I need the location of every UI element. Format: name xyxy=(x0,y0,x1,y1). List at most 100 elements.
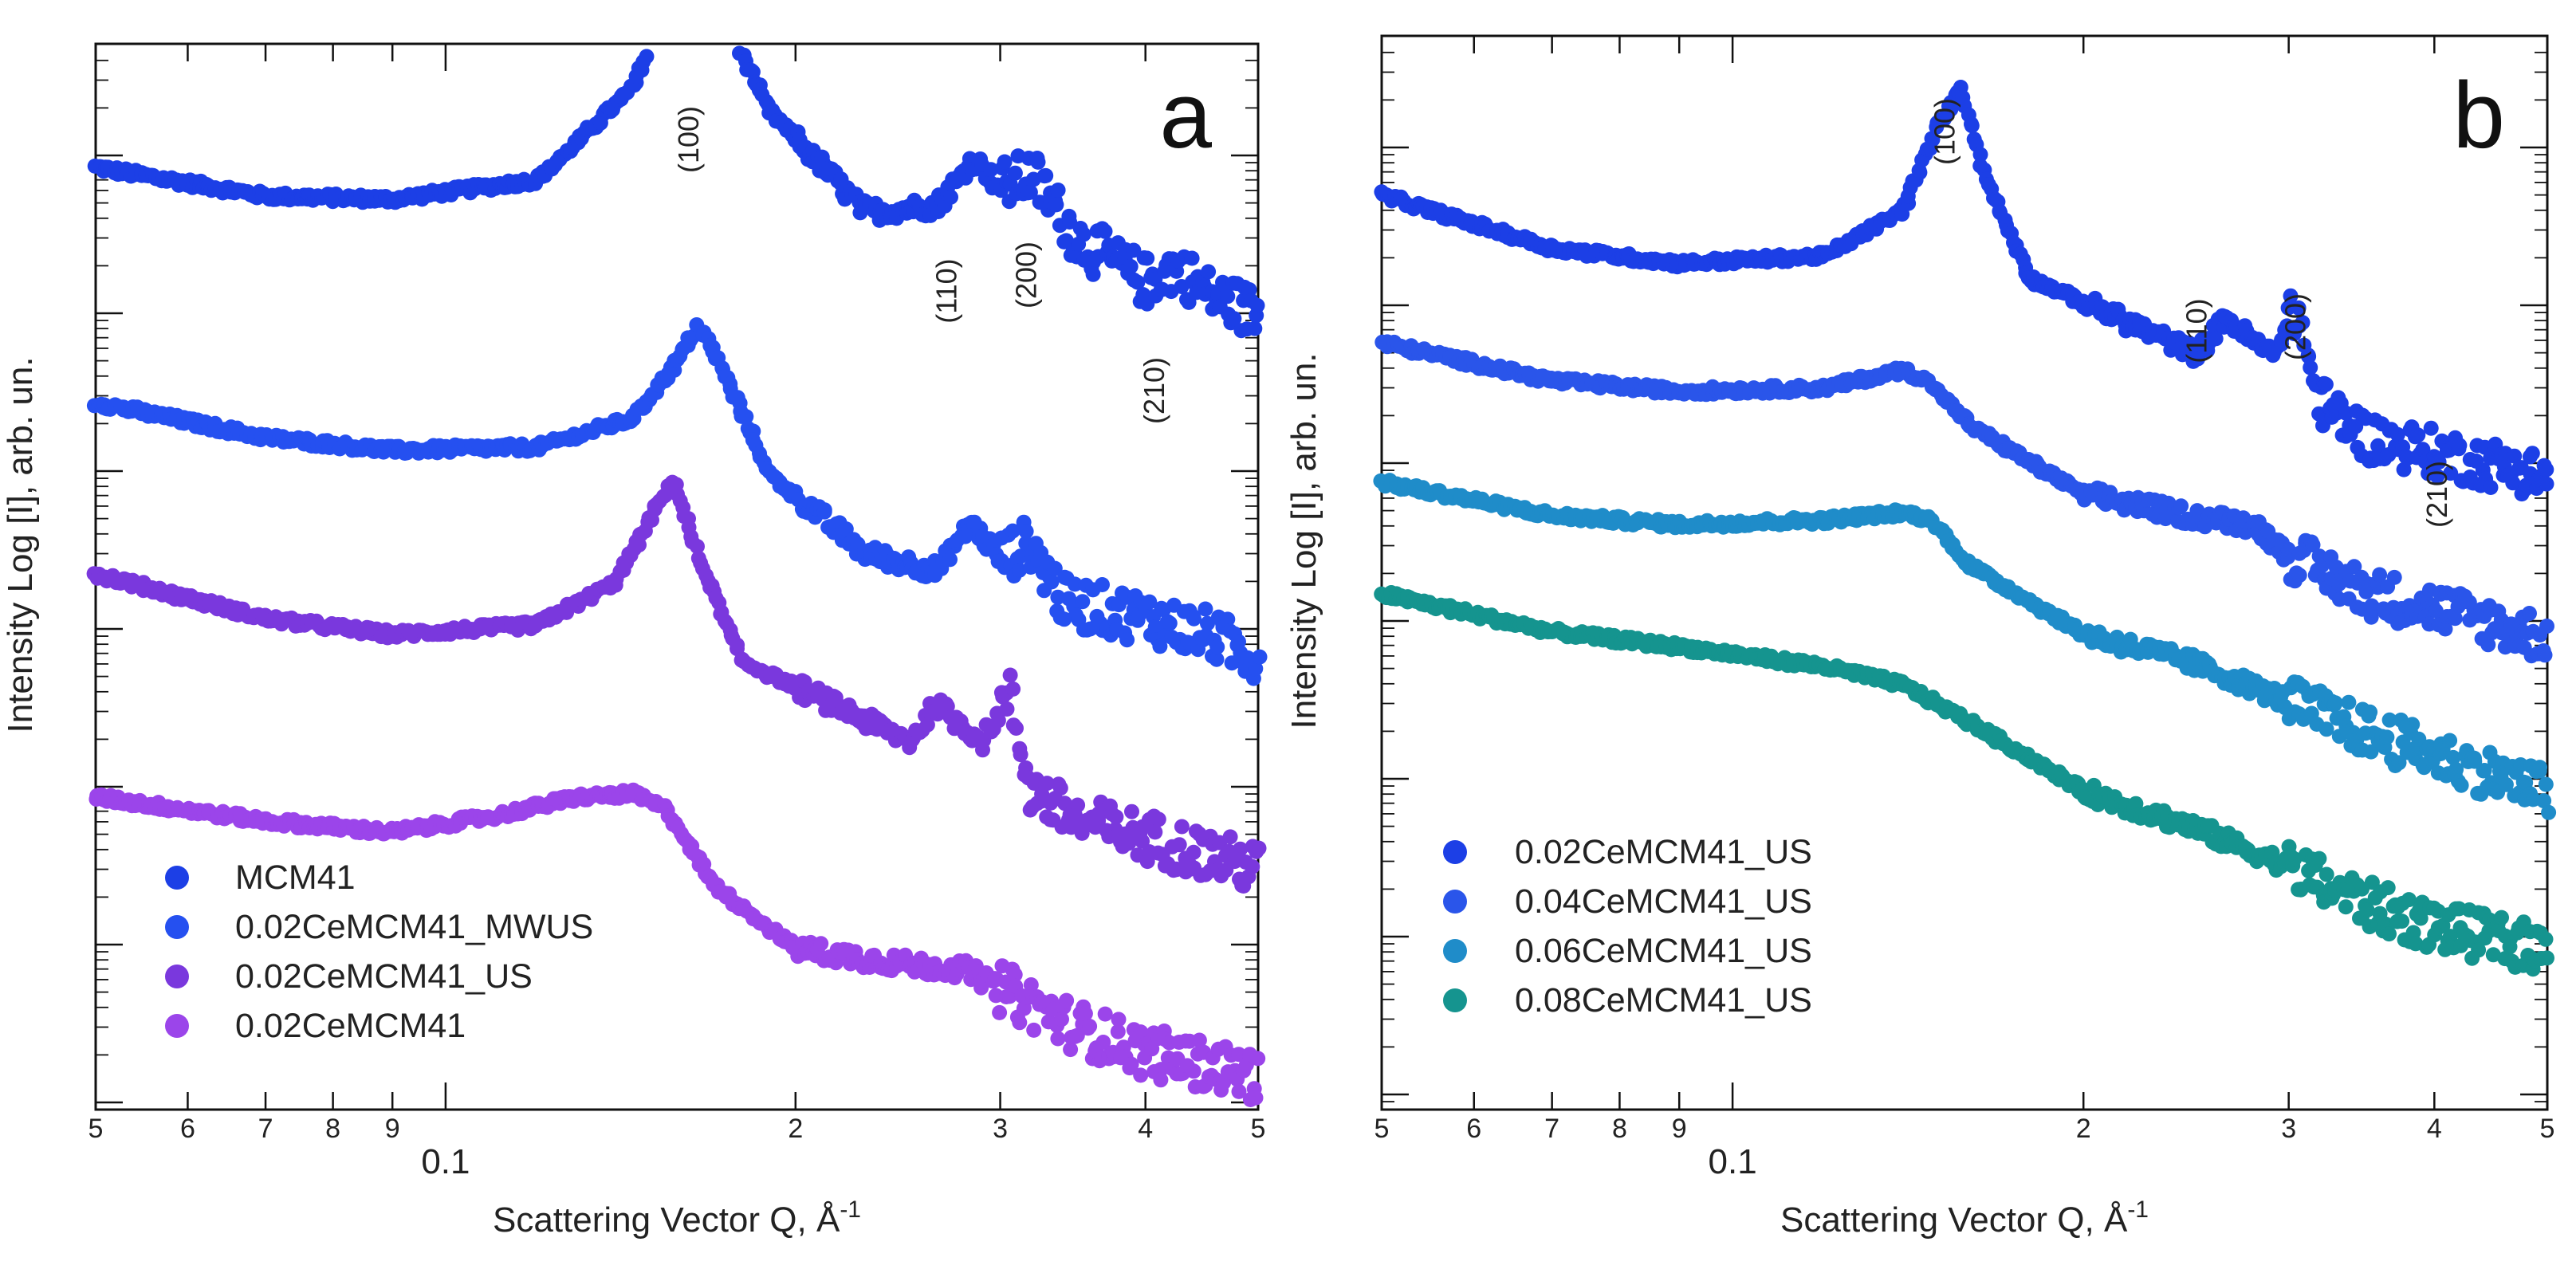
series-0.02CeMCM41 xyxy=(88,782,1266,1107)
data-point xyxy=(2391,755,2407,771)
data-point xyxy=(2539,462,2554,477)
data-point xyxy=(2502,939,2518,955)
legend-label: 0.08CeMCM41_US xyxy=(1515,981,1812,1020)
data-point xyxy=(983,162,999,178)
data-point xyxy=(1097,1006,1113,1022)
legend: MCM41 0.02CeMCM41_MWUS 0.02CeMCM41_US 0.02C… xyxy=(165,858,593,1045)
data-point xyxy=(1012,562,1027,578)
data-point xyxy=(2381,712,2397,728)
data-point xyxy=(1007,967,1023,983)
data-point xyxy=(2452,438,2468,454)
data-point xyxy=(1147,824,1163,840)
data-point xyxy=(1139,250,1155,266)
x-tick-label: 7 xyxy=(258,1114,273,1144)
data-point xyxy=(738,409,754,425)
data-point xyxy=(1200,615,1215,631)
data-point xyxy=(838,521,854,537)
legend-label: 0.02CeMCM41_MWUS xyxy=(235,908,593,946)
data-point xyxy=(1124,803,1139,819)
data-point xyxy=(1044,574,1060,590)
data-point xyxy=(2401,892,2417,908)
data-point xyxy=(1005,681,1021,697)
series-0.06CeMCM41_US xyxy=(1373,473,2557,820)
data-point xyxy=(1056,611,1072,627)
x-tick-label: 7 xyxy=(1544,1114,1559,1144)
data-point xyxy=(2445,749,2461,765)
x-tick-label: 3 xyxy=(2281,1114,2296,1144)
x-tick-label: 5 xyxy=(88,1114,104,1144)
legend-marker xyxy=(165,965,189,988)
legend-marker xyxy=(1443,988,1467,1012)
data-point xyxy=(1191,1032,1207,1048)
peak-label: (200) xyxy=(2279,293,2311,360)
data-point xyxy=(1063,1042,1079,1058)
data-point xyxy=(1964,118,1980,134)
data-point xyxy=(2410,427,2426,443)
data-point xyxy=(1050,183,1066,198)
peak-label: (100) xyxy=(1928,98,1961,165)
data-point xyxy=(2485,947,2501,963)
data-point xyxy=(2389,426,2405,442)
data-point xyxy=(1070,797,1086,813)
legend-marker xyxy=(165,915,189,939)
data-point xyxy=(1233,841,1249,857)
data-point xyxy=(2415,442,2431,458)
peak-label: (210) xyxy=(1138,357,1170,424)
data-point xyxy=(1186,1063,1201,1079)
data-point xyxy=(1142,594,1158,610)
panel-a: 5 6 7 8 9 0.1 2 3 4 5 (100) (110) (200) (210) a MCM41 0.… xyxy=(1,42,1268,1240)
data-point xyxy=(1226,311,1242,327)
legend-marker xyxy=(165,866,189,890)
data-point xyxy=(2338,899,2354,915)
data-point xyxy=(2539,619,2554,634)
data-point xyxy=(2295,315,2311,331)
data-point xyxy=(2541,804,2557,820)
legend-label: 0.02CeMCM41_US xyxy=(235,957,533,996)
data-point xyxy=(2287,851,2303,867)
data-point xyxy=(1108,809,1124,825)
legend-marker xyxy=(1443,890,1467,913)
data-point xyxy=(2443,466,2459,481)
data-point xyxy=(639,49,655,65)
data-point xyxy=(1119,632,1135,648)
data-point xyxy=(1171,837,1187,853)
data-point xyxy=(2311,406,2327,422)
data-point xyxy=(2448,761,2464,777)
x-tick-label: 4 xyxy=(2427,1114,2442,1144)
data-point xyxy=(2494,910,2509,925)
x-tick-label: 5 xyxy=(1251,1114,1266,1144)
x-tick-label: 9 xyxy=(1672,1114,1687,1144)
data-point xyxy=(2476,763,2492,778)
data-point xyxy=(2341,694,2357,710)
x-tick-label: 9 xyxy=(385,1114,400,1144)
legend-label: 0.06CeMCM41_US xyxy=(1515,932,1812,970)
data-point xyxy=(2318,721,2334,737)
x-tick-label: 2 xyxy=(788,1114,803,1144)
data-point xyxy=(1248,1090,1264,1106)
data-point xyxy=(2303,360,2318,375)
data-point xyxy=(2363,744,2379,760)
data-point xyxy=(1002,667,1018,683)
data-point xyxy=(2522,606,2537,621)
legend-label: MCM41 xyxy=(235,858,356,897)
data-point xyxy=(2483,480,2499,495)
data-point xyxy=(1050,1031,1066,1047)
data-point xyxy=(2208,331,2224,347)
data-point xyxy=(1012,1015,1028,1031)
data-point xyxy=(2437,621,2453,637)
data-point xyxy=(2538,776,2554,792)
data-point xyxy=(1248,661,1264,677)
data-point xyxy=(1247,320,1263,336)
data-point xyxy=(1925,132,1941,147)
x-axis: 5 6 7 8 9 0.1 2 3 4 5 xyxy=(1375,36,2554,1181)
series-0.02CeMCM41_US xyxy=(1374,80,2554,502)
data-point xyxy=(2537,647,2553,663)
data-point xyxy=(816,504,832,520)
data-point xyxy=(2428,603,2444,619)
y-axis-label: Intensity Log [I], arb. un. xyxy=(1,356,40,733)
data-point xyxy=(1209,639,1225,655)
peak-label: (210) xyxy=(2421,461,2453,528)
data-point xyxy=(1095,1035,1111,1050)
data-point xyxy=(1039,776,1055,792)
data-point xyxy=(2311,851,2327,866)
